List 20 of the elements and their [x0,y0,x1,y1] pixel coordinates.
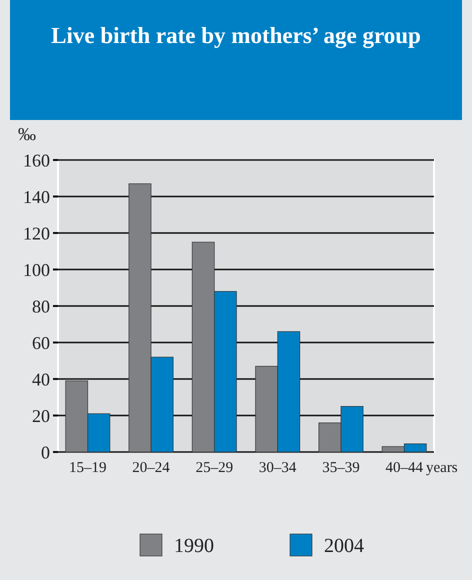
y-tick-label: 60 [32,332,50,353]
y-tick-label: 0 [41,442,50,462]
x-tick-label: 40–44 [386,460,424,476]
chart-title: Live birth rate by mothers’ age group [50,22,422,50]
x-tick-label: 15–19 [69,460,106,476]
x-tick-label: 35–39 [322,460,360,476]
y-tick-label: 100 [23,260,50,280]
x-tick-label: 20–24 [132,460,170,476]
legend-label: 1990 [174,535,214,557]
x-tick-label: 25–29 [196,460,234,476]
x-tick-label: 30–34 [258,460,297,476]
y-axis-title: ‰ [18,124,36,144]
y-tick-label: 140 [23,186,50,207]
x-axis-title: years [426,460,458,476]
y-tick-label: 80 [32,296,50,316]
y-tick-label: 160 [23,150,50,170]
y-tick-label: 40 [32,369,50,390]
y-tick-label: 20 [32,406,50,426]
legend-label: 2004 [324,535,364,557]
y-tick-label: 120 [23,223,50,244]
